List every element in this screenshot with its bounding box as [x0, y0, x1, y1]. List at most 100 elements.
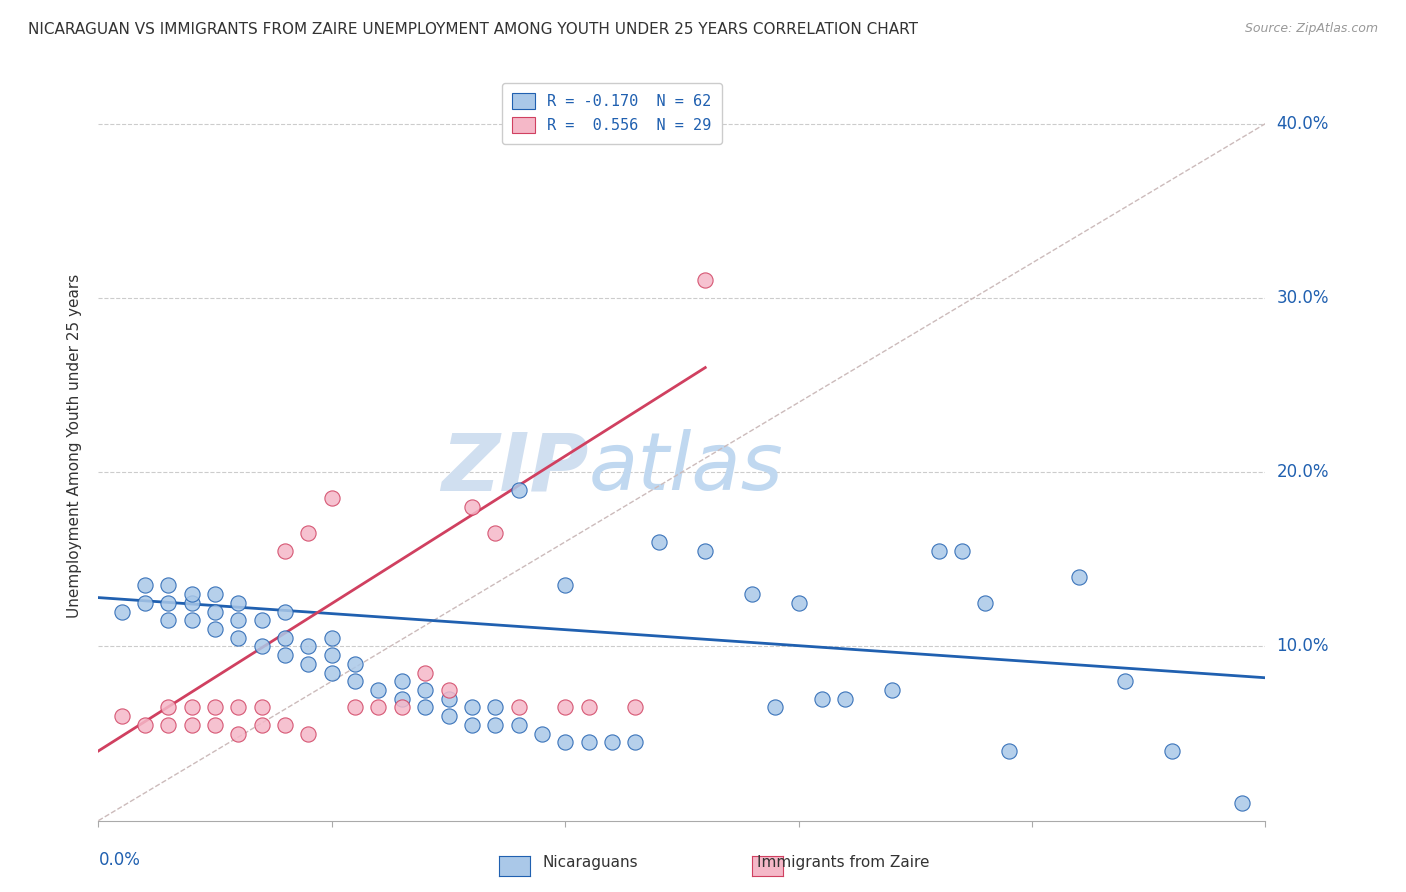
- Point: [391, 674, 413, 689]
- Point: [997, 744, 1019, 758]
- Point: [250, 700, 273, 714]
- Text: NICARAGUAN VS IMMIGRANTS FROM ZAIRE UNEMPLOYMENT AMONG YOUTH UNDER 25 YEARS CORR: NICARAGUAN VS IMMIGRANTS FROM ZAIRE UNEM…: [28, 22, 918, 37]
- Point: [297, 726, 319, 740]
- Text: 10.0%: 10.0%: [1277, 638, 1329, 656]
- Point: [134, 718, 156, 732]
- Text: 20.0%: 20.0%: [1277, 463, 1329, 481]
- Point: [111, 709, 134, 723]
- Point: [204, 718, 226, 732]
- Legend: R = -0.170  N = 62, R =  0.556  N = 29: R = -0.170 N = 62, R = 0.556 N = 29: [502, 83, 723, 144]
- Text: 30.0%: 30.0%: [1277, 289, 1329, 307]
- Point: [461, 500, 484, 514]
- Point: [250, 718, 273, 732]
- Point: [554, 578, 576, 592]
- Point: [321, 665, 343, 680]
- Point: [180, 700, 202, 714]
- Point: [413, 700, 436, 714]
- Point: [157, 700, 180, 714]
- Point: [578, 700, 600, 714]
- Point: [367, 682, 389, 697]
- Point: [321, 631, 343, 645]
- Point: [974, 596, 997, 610]
- Point: [111, 605, 134, 619]
- Point: [461, 700, 484, 714]
- Point: [344, 657, 367, 671]
- Point: [413, 665, 436, 680]
- Point: [157, 718, 180, 732]
- Point: [763, 700, 786, 714]
- Point: [250, 640, 273, 654]
- Point: [695, 273, 717, 287]
- Point: [437, 709, 460, 723]
- Point: [530, 726, 553, 740]
- Point: [134, 596, 156, 610]
- Point: [274, 648, 297, 662]
- Point: [228, 613, 250, 627]
- Point: [950, 543, 973, 558]
- Point: [508, 700, 530, 714]
- Y-axis label: Unemployment Among Youth under 25 years: Unemployment Among Youth under 25 years: [67, 274, 83, 618]
- Point: [180, 596, 202, 610]
- Point: [321, 648, 343, 662]
- Point: [695, 543, 717, 558]
- Point: [157, 596, 180, 610]
- Point: [297, 526, 319, 541]
- Point: [344, 674, 367, 689]
- Point: [344, 700, 367, 714]
- Point: [204, 622, 226, 636]
- Text: 0.0%: 0.0%: [98, 851, 141, 869]
- Point: [413, 682, 436, 697]
- Point: [274, 718, 297, 732]
- Point: [204, 605, 226, 619]
- Point: [461, 718, 484, 732]
- Point: [578, 735, 600, 749]
- Point: [880, 682, 903, 697]
- Point: [204, 700, 226, 714]
- Point: [180, 718, 202, 732]
- Point: [787, 596, 810, 610]
- Point: [367, 700, 389, 714]
- Point: [274, 631, 297, 645]
- Point: [250, 613, 273, 627]
- Point: [437, 691, 460, 706]
- Point: [1067, 570, 1090, 584]
- Point: [391, 691, 413, 706]
- Point: [624, 735, 647, 749]
- Point: [834, 691, 856, 706]
- Point: [180, 587, 202, 601]
- Point: [928, 543, 950, 558]
- Point: [274, 543, 297, 558]
- Point: [1161, 744, 1184, 758]
- Point: [484, 700, 506, 714]
- Point: [600, 735, 623, 749]
- Text: Nicaraguans: Nicaraguans: [543, 855, 638, 870]
- Point: [228, 726, 250, 740]
- Text: Source: ZipAtlas.com: Source: ZipAtlas.com: [1244, 22, 1378, 36]
- Point: [1114, 674, 1136, 689]
- Point: [180, 613, 202, 627]
- Point: [1230, 796, 1253, 810]
- Point: [554, 735, 576, 749]
- Text: Immigrants from Zaire: Immigrants from Zaire: [758, 855, 929, 870]
- Text: ZIP: ZIP: [441, 429, 589, 508]
- Point: [134, 578, 156, 592]
- Point: [204, 587, 226, 601]
- Point: [228, 700, 250, 714]
- Point: [228, 596, 250, 610]
- Point: [647, 534, 669, 549]
- Point: [484, 526, 506, 541]
- Point: [274, 605, 297, 619]
- Point: [484, 718, 506, 732]
- Point: [297, 640, 319, 654]
- Point: [554, 700, 576, 714]
- Point: [391, 700, 413, 714]
- Point: [508, 483, 530, 497]
- Point: [297, 657, 319, 671]
- Point: [228, 631, 250, 645]
- Text: atlas: atlas: [589, 429, 783, 508]
- Point: [321, 491, 343, 506]
- Point: [811, 691, 834, 706]
- Text: 40.0%: 40.0%: [1277, 115, 1329, 133]
- Point: [157, 578, 180, 592]
- Point: [508, 718, 530, 732]
